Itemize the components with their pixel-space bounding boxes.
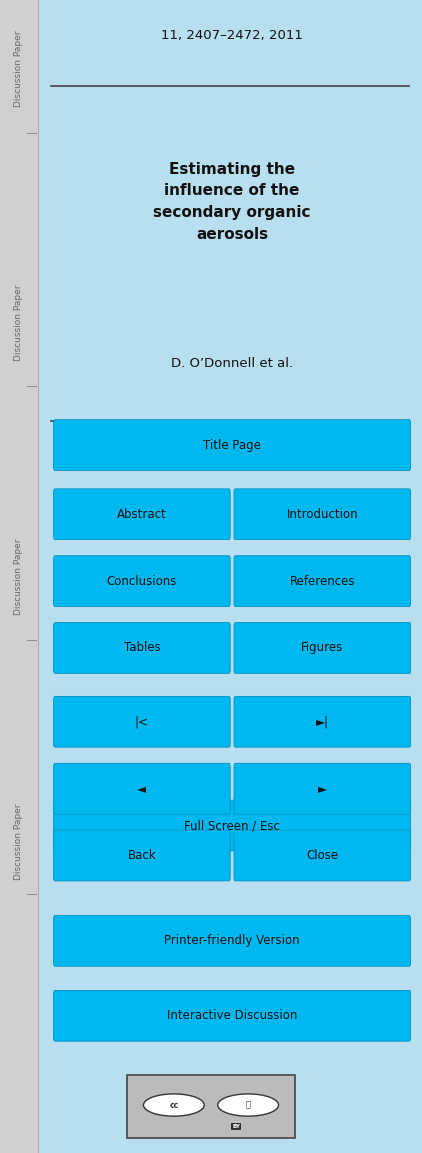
Text: ►|: ►|: [316, 715, 329, 729]
FancyBboxPatch shape: [54, 556, 230, 606]
FancyBboxPatch shape: [54, 800, 411, 851]
FancyBboxPatch shape: [234, 763, 411, 814]
FancyBboxPatch shape: [234, 830, 411, 881]
Text: Discussion Paper: Discussion Paper: [14, 538, 24, 615]
Text: |<: |<: [135, 715, 149, 729]
Text: Introduction: Introduction: [287, 507, 358, 521]
Text: Title Page: Title Page: [203, 438, 261, 452]
Ellipse shape: [143, 1094, 204, 1116]
FancyBboxPatch shape: [54, 623, 230, 673]
Text: Close: Close: [306, 849, 338, 862]
Text: Full Screen / Esc: Full Screen / Esc: [184, 819, 280, 832]
FancyBboxPatch shape: [54, 990, 411, 1041]
Text: Printer-friendly Version: Printer-friendly Version: [164, 934, 300, 948]
Text: Abstract: Abstract: [117, 507, 167, 521]
Text: Ⓐ: Ⓐ: [246, 1100, 251, 1109]
Text: References: References: [289, 574, 355, 588]
Text: Discussion Paper: Discussion Paper: [14, 804, 24, 880]
Text: Discussion Paper: Discussion Paper: [14, 285, 24, 361]
FancyBboxPatch shape: [54, 696, 230, 747]
Text: Discussion Paper: Discussion Paper: [14, 31, 24, 107]
Text: ►: ►: [318, 782, 327, 796]
FancyBboxPatch shape: [234, 489, 411, 540]
Bar: [0, 0, 38, 1153]
Text: Back: Back: [127, 849, 156, 862]
Text: Figures: Figures: [301, 641, 344, 655]
FancyBboxPatch shape: [234, 696, 411, 747]
FancyBboxPatch shape: [54, 763, 230, 814]
Text: ◄: ◄: [138, 782, 146, 796]
Text: BY: BY: [233, 1124, 240, 1129]
Text: Estimating the
influence of the
secondary organic
aerosols: Estimating the influence of the secondar…: [153, 161, 311, 242]
FancyBboxPatch shape: [127, 1075, 295, 1138]
FancyBboxPatch shape: [54, 420, 411, 470]
FancyBboxPatch shape: [54, 489, 230, 540]
Text: Interactive Discussion: Interactive Discussion: [167, 1009, 297, 1023]
Text: D. O’Donnell et al.: D. O’Donnell et al.: [171, 356, 293, 370]
Text: Tables: Tables: [124, 641, 160, 655]
Text: Conclusions: Conclusions: [107, 574, 177, 588]
FancyBboxPatch shape: [54, 830, 230, 881]
FancyBboxPatch shape: [234, 623, 411, 673]
Ellipse shape: [218, 1094, 279, 1116]
Text: 11, 2407–2472, 2011: 11, 2407–2472, 2011: [161, 29, 303, 42]
FancyBboxPatch shape: [234, 556, 411, 606]
Text: cc: cc: [169, 1100, 179, 1109]
FancyBboxPatch shape: [54, 915, 411, 966]
